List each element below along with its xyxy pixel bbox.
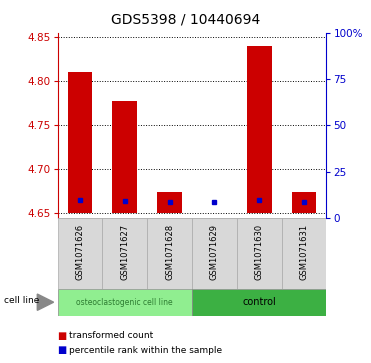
Bar [247, 46, 272, 212]
Bar [157, 192, 182, 212]
Text: cell line: cell line [4, 296, 39, 305]
Text: GSM1071631: GSM1071631 [299, 224, 309, 280]
Text: percentile rank within the sample: percentile rank within the sample [69, 346, 222, 355]
Text: GDS5398 / 10440694: GDS5398 / 10440694 [111, 13, 260, 27]
Bar [112, 101, 137, 212]
FancyBboxPatch shape [147, 218, 192, 289]
Text: GSM1071630: GSM1071630 [255, 224, 264, 280]
Text: GSM1071627: GSM1071627 [120, 224, 129, 280]
Text: GSM1071629: GSM1071629 [210, 224, 219, 280]
Polygon shape [37, 294, 53, 310]
Text: GSM1071626: GSM1071626 [75, 224, 85, 280]
FancyBboxPatch shape [102, 218, 147, 289]
FancyBboxPatch shape [192, 289, 326, 316]
FancyBboxPatch shape [282, 218, 326, 289]
FancyBboxPatch shape [192, 218, 237, 289]
Text: control: control [242, 297, 276, 307]
Bar [68, 72, 92, 212]
Text: osteoclastogenic cell line: osteoclastogenic cell line [76, 298, 173, 307]
Bar [292, 192, 316, 212]
Text: ■: ■ [58, 345, 67, 355]
FancyBboxPatch shape [237, 218, 282, 289]
Text: GSM1071628: GSM1071628 [165, 224, 174, 280]
FancyBboxPatch shape [58, 289, 192, 316]
Text: transformed count: transformed count [69, 331, 153, 340]
Text: ■: ■ [58, 331, 67, 341]
FancyBboxPatch shape [58, 218, 102, 289]
